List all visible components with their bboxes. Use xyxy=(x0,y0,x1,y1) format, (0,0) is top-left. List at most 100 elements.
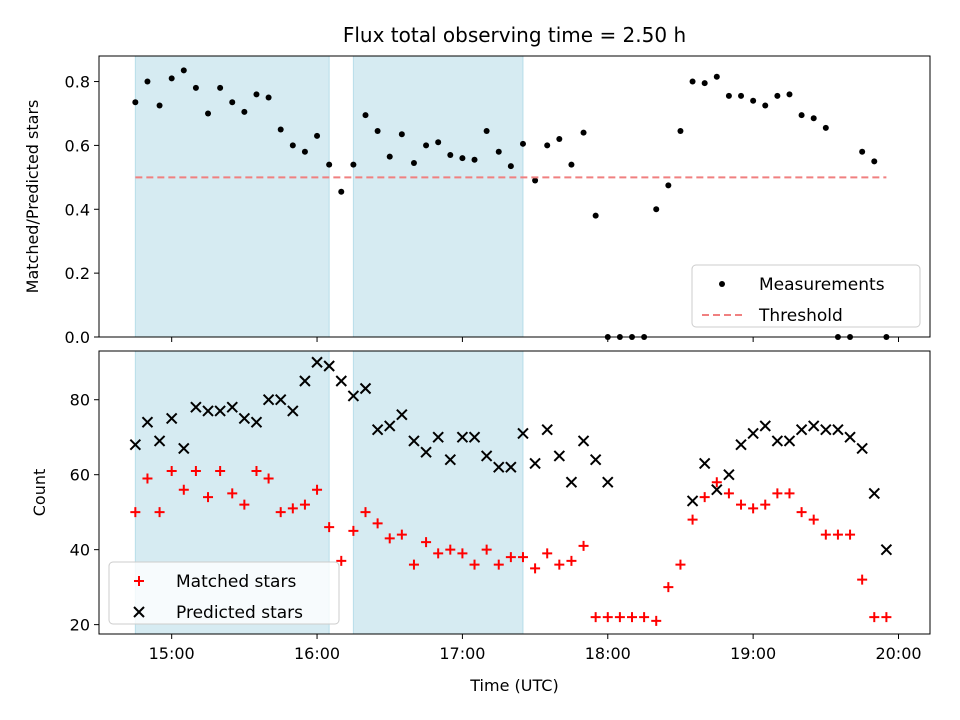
data-point xyxy=(857,574,868,585)
data-point xyxy=(505,552,516,563)
data-point xyxy=(241,108,248,115)
data-point xyxy=(398,131,405,138)
data-point xyxy=(423,142,430,149)
data-point xyxy=(796,507,807,518)
data-point xyxy=(553,450,566,462)
data-point xyxy=(868,487,880,500)
data-point xyxy=(251,465,262,476)
data-point xyxy=(215,465,226,476)
data-point xyxy=(262,394,275,406)
data-point xyxy=(263,473,274,484)
data-point xyxy=(362,112,369,119)
data-point xyxy=(299,375,311,387)
y-tick-label: 20 xyxy=(70,616,90,635)
top-y-ticks: 0.0 0.2 0.4 0.6 0.8 xyxy=(65,73,99,347)
data-point xyxy=(265,94,272,101)
x-tick-label: 16:00 xyxy=(294,644,340,663)
data-point xyxy=(519,140,526,147)
shaded-interval xyxy=(134,55,330,338)
data-point xyxy=(738,92,745,99)
bottom-y-axis-label: Count xyxy=(30,469,49,517)
data-point xyxy=(495,148,502,155)
data-point xyxy=(578,540,589,551)
data-point xyxy=(229,99,236,106)
data-point xyxy=(532,177,539,184)
top-x-ticks xyxy=(171,337,900,342)
data-point xyxy=(881,612,892,623)
data-point xyxy=(589,453,602,466)
data-point xyxy=(350,161,357,168)
data-point xyxy=(289,142,296,149)
y-tick-label: 0.6 xyxy=(65,136,90,155)
data-point xyxy=(447,151,454,158)
data-point xyxy=(566,555,577,566)
data-point xyxy=(275,507,286,518)
data-point xyxy=(432,431,444,443)
data-point xyxy=(565,476,578,488)
data-point xyxy=(783,435,796,447)
data-point xyxy=(590,612,601,623)
data-point xyxy=(760,499,771,510)
legend-label: Predicted stars xyxy=(176,603,303,623)
top-y-axis-label: Matched/Predicted stars xyxy=(23,100,42,294)
data-point xyxy=(542,548,553,559)
data-point xyxy=(701,80,708,87)
data-point xyxy=(180,67,187,74)
data-point xyxy=(314,132,321,139)
data-point xyxy=(748,503,759,514)
data-point xyxy=(371,424,384,436)
data-point xyxy=(130,507,141,518)
data-point xyxy=(493,559,504,570)
data-point xyxy=(274,394,287,406)
data-point xyxy=(408,435,420,447)
y-tick-label: 0.8 xyxy=(65,73,90,92)
data-point xyxy=(203,492,214,503)
data-point xyxy=(602,612,613,623)
data-point xyxy=(421,537,432,548)
y-tick-label: 0.0 xyxy=(65,328,90,347)
shaded-interval xyxy=(352,55,524,338)
data-point xyxy=(335,375,347,387)
data-point xyxy=(165,412,178,425)
data-point xyxy=(736,499,747,510)
data-point xyxy=(699,492,710,503)
data-point xyxy=(639,612,650,623)
data-point xyxy=(348,525,359,536)
data-point xyxy=(238,412,251,425)
data-point xyxy=(374,128,381,135)
data-point xyxy=(771,435,784,447)
data-point xyxy=(686,495,699,507)
data-point xyxy=(253,91,260,98)
data-point xyxy=(312,484,323,495)
data-point xyxy=(554,559,565,570)
legend-label: Measurements xyxy=(759,275,885,295)
bottom-axes-frame xyxy=(98,350,931,635)
data-point xyxy=(483,128,490,135)
data-point xyxy=(698,457,711,470)
data-point xyxy=(568,161,575,168)
data-point xyxy=(384,420,396,432)
data-point xyxy=(457,548,468,559)
data-point xyxy=(227,488,238,499)
data-point xyxy=(602,476,614,488)
data-point xyxy=(396,409,408,421)
data-point xyxy=(871,158,878,165)
data-point xyxy=(627,612,638,623)
data-point xyxy=(459,155,466,162)
top-legend: Measurements Threshold xyxy=(691,264,921,328)
data-point xyxy=(713,73,720,80)
y-tick-label: 40 xyxy=(70,541,90,560)
x-tick-label: 20:00 xyxy=(875,644,921,663)
x-tick-label: 19:00 xyxy=(730,644,776,663)
data-point xyxy=(653,206,660,213)
series-measurements xyxy=(132,67,890,340)
data-point xyxy=(192,84,199,91)
data-point xyxy=(166,465,177,476)
top-axes-frame xyxy=(98,55,931,338)
data-point xyxy=(480,450,493,462)
data-point xyxy=(347,390,360,402)
data-point xyxy=(580,129,587,136)
data-point xyxy=(774,92,781,99)
data-point xyxy=(493,461,505,473)
